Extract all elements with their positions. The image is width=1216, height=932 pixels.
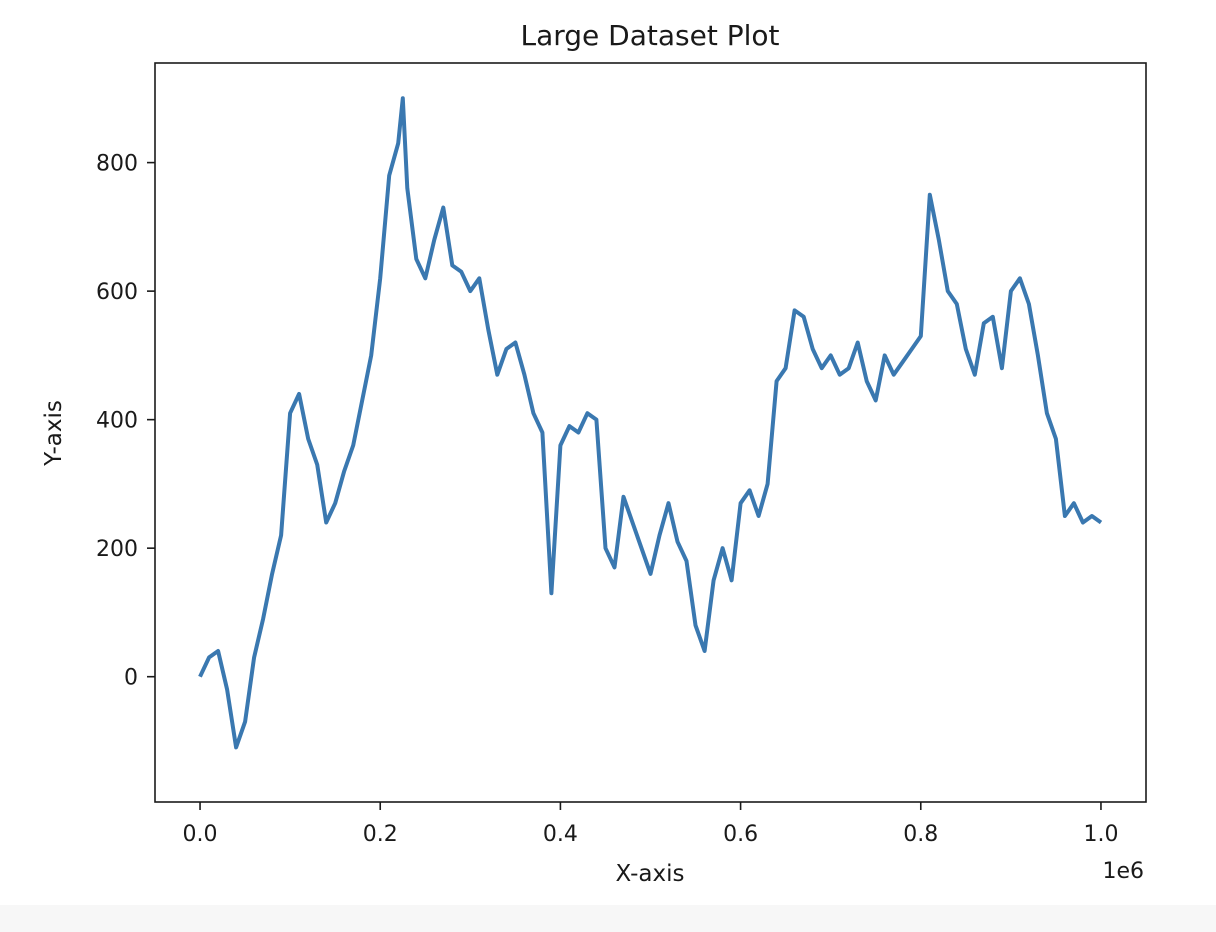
y-tick-label: 800 bbox=[96, 152, 138, 177]
y-tick-label: 600 bbox=[96, 280, 138, 305]
x-tick-label: 0.4 bbox=[543, 822, 578, 847]
y-axis-label: Y-axis bbox=[41, 400, 67, 467]
chart-title: Large Dataset Plot bbox=[521, 19, 780, 52]
y-tick-label: 200 bbox=[96, 537, 138, 562]
x-tick-label: 0.6 bbox=[723, 822, 758, 847]
line-chart: Large Dataset Plot 0.0 0.2 0.4 0.6 0.8 1.0 0 2… bbox=[41, 19, 1147, 887]
series-line-layer bbox=[198, 96, 1103, 750]
x-tick-label: 0.8 bbox=[903, 822, 938, 847]
plot-area bbox=[155, 63, 1146, 802]
x-axis-ticks: 0.0 0.2 0.4 0.6 0.8 1.0 bbox=[183, 802, 1118, 847]
window-bottom-strip bbox=[0, 905, 1216, 932]
x-axis-offset-text: 1e6 bbox=[1102, 859, 1144, 884]
y-tick-label: 0 bbox=[124, 666, 138, 691]
x-tick-label: 0.2 bbox=[363, 822, 398, 847]
x-tick-label: 0.0 bbox=[183, 822, 218, 847]
x-tick-label: 1.0 bbox=[1083, 822, 1118, 847]
plot-frame bbox=[154, 62, 1147, 803]
series-line bbox=[198, 96, 1103, 750]
y-axis-ticks: 0 200 400 600 800 bbox=[96, 152, 155, 691]
y-tick-label: 400 bbox=[96, 409, 138, 434]
x-axis-label: X-axis bbox=[616, 861, 685, 887]
